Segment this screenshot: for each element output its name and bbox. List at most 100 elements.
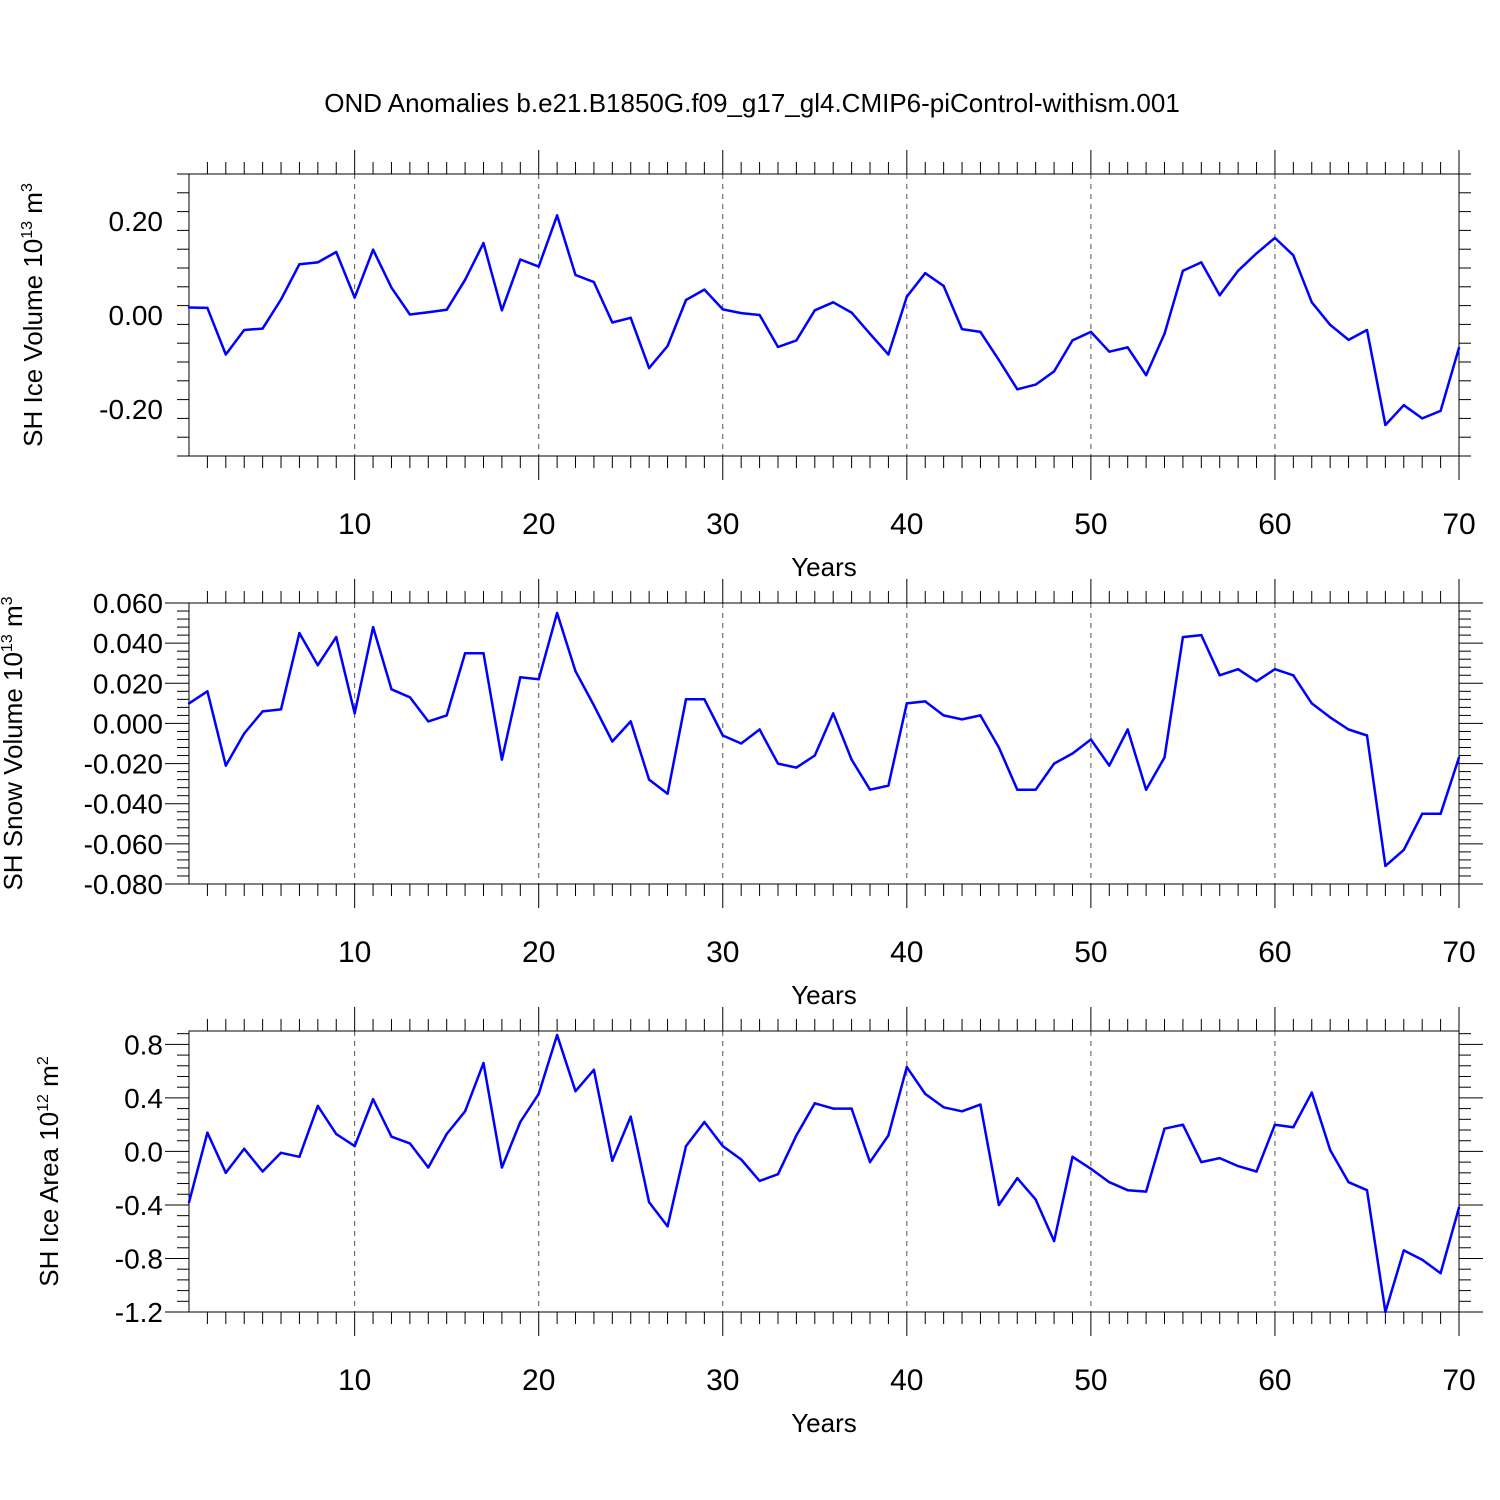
y-axis-label-unit-exponent: 3: [19, 183, 36, 192]
data-point: [371, 1098, 375, 1101]
y-axis-label-unit-exponent: 2: [35, 1056, 52, 1065]
x-tick-label: 50: [1074, 1364, 1107, 1397]
data-point: [795, 339, 798, 342]
data-point: [1273, 1123, 1277, 1126]
data-point: [1163, 756, 1166, 759]
x-tick-label: 10: [338, 936, 371, 969]
series-line: [187, 1033, 1461, 1314]
data-point: [1200, 1160, 1203, 1164]
data-point: [1384, 864, 1387, 868]
data-point: [408, 696, 412, 699]
data-point: [187, 306, 191, 309]
data-point: [1218, 1156, 1221, 1160]
data-point: [1457, 756, 1461, 759]
x-tick-label: 20: [522, 508, 555, 541]
data-point: [206, 1131, 209, 1134]
data-point: [666, 344, 669, 348]
y-tick-label: -0.20: [99, 394, 163, 425]
y-axis-label-main: SH Snow Volume 10: [0, 652, 28, 890]
data-point: [924, 271, 927, 275]
data-point: [298, 631, 301, 635]
data-point: [739, 1158, 743, 1161]
data-point: [574, 1090, 577, 1093]
data-point: [776, 1172, 780, 1176]
data-point: [721, 308, 724, 311]
data-point: [1236, 1164, 1240, 1168]
data-point: [500, 1166, 504, 1169]
y-axis-label: SH Snow Volume 1013 m3: [0, 596, 28, 890]
data-point: [942, 714, 945, 717]
y-tick-label: -0.020: [84, 749, 163, 780]
data-point: [519, 258, 522, 261]
data-point: [942, 284, 945, 288]
data-point: [1292, 254, 1295, 257]
data-point: [703, 698, 706, 701]
data-point: [261, 1170, 264, 1173]
data-point: [463, 651, 467, 655]
data-point: [574, 670, 577, 673]
data-point: [445, 714, 448, 717]
data-point: [298, 263, 301, 266]
data-point: [1089, 738, 1093, 741]
data-point: [482, 241, 485, 245]
data-point: [703, 1120, 706, 1124]
y-axis-label-main: SH Ice Volume 10: [18, 239, 48, 447]
data-point: [1420, 1258, 1424, 1262]
data-point: [519, 1120, 522, 1124]
data-point: [960, 1110, 964, 1113]
data-point: [1108, 764, 1111, 767]
y-tick-label: 0.060: [93, 588, 163, 619]
y-axis-label-exponent: 12: [35, 1094, 52, 1112]
data-point: [390, 688, 393, 691]
data-point: [629, 1115, 632, 1118]
data-point: [1439, 1271, 1442, 1275]
data-point: [684, 1144, 688, 1148]
data-point: [684, 698, 688, 701]
data-point: [721, 734, 724, 737]
data-point: [1457, 346, 1461, 350]
data-point: [1310, 1091, 1313, 1094]
data-point: [1292, 674, 1295, 677]
data-point: [1163, 332, 1166, 335]
data-point: [813, 309, 816, 312]
data-point: [316, 261, 320, 264]
data-point: [647, 778, 651, 781]
data-point: [1200, 261, 1203, 264]
data-point: [1034, 383, 1037, 386]
data-point: [243, 328, 246, 332]
data-point: [1365, 1189, 1369, 1192]
data-point: [371, 625, 375, 629]
x-tick-label: 30: [706, 936, 739, 969]
data-point: [960, 327, 964, 331]
data-point: [979, 714, 982, 717]
data-point: [666, 792, 669, 795]
y-tick-label: 0.4: [124, 1083, 163, 1114]
data-point: [1273, 236, 1277, 240]
x-tick-label: 60: [1258, 1364, 1291, 1397]
data-point: [611, 740, 614, 743]
y-tick-label: 0.0: [124, 1136, 163, 1167]
data-point: [353, 296, 356, 299]
panel-3: 10 20 30 40 50 60 70 Years 0.8 0.4 0.0 -0.4 -0.8 -1.2…: [34, 1007, 1483, 1438]
data-point: [629, 720, 632, 723]
data-point: [1328, 1148, 1332, 1152]
data-point: [684, 298, 688, 302]
data-point: [408, 313, 412, 316]
x-tick-label: 10: [338, 1364, 371, 1397]
x-tick-label: 40: [890, 508, 923, 541]
data-point: [1016, 388, 1019, 391]
data-point: [1181, 269, 1185, 273]
y-axis-label-unit: m: [34, 1065, 64, 1094]
data-point: [1439, 409, 1442, 413]
data-point: [243, 1147, 246, 1150]
data-point: [1365, 734, 1369, 737]
x-axis-label: Years: [791, 980, 857, 1010]
data-point: [482, 651, 485, 655]
data-point: [555, 611, 559, 615]
data-point: [537, 678, 540, 681]
data-point: [390, 1135, 393, 1138]
data-point: [574, 273, 577, 277]
figure-title: OND Anomalies b.e21.B1850G.f09_g17_gl4.C…: [324, 88, 1180, 118]
data-point: [832, 301, 835, 304]
data-point: [739, 311, 743, 315]
